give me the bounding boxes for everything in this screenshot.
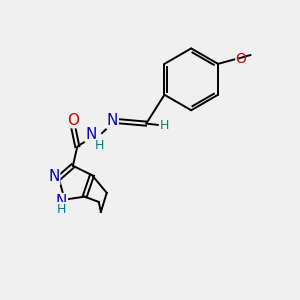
Text: H: H: [57, 202, 66, 215]
Text: H: H: [160, 118, 169, 132]
Text: N: N: [107, 113, 118, 128]
Text: N: N: [56, 194, 68, 208]
Text: H: H: [95, 139, 104, 152]
Text: O: O: [67, 112, 79, 128]
Text: N: N: [48, 169, 60, 184]
Text: O: O: [236, 52, 246, 66]
Text: N: N: [85, 127, 97, 142]
